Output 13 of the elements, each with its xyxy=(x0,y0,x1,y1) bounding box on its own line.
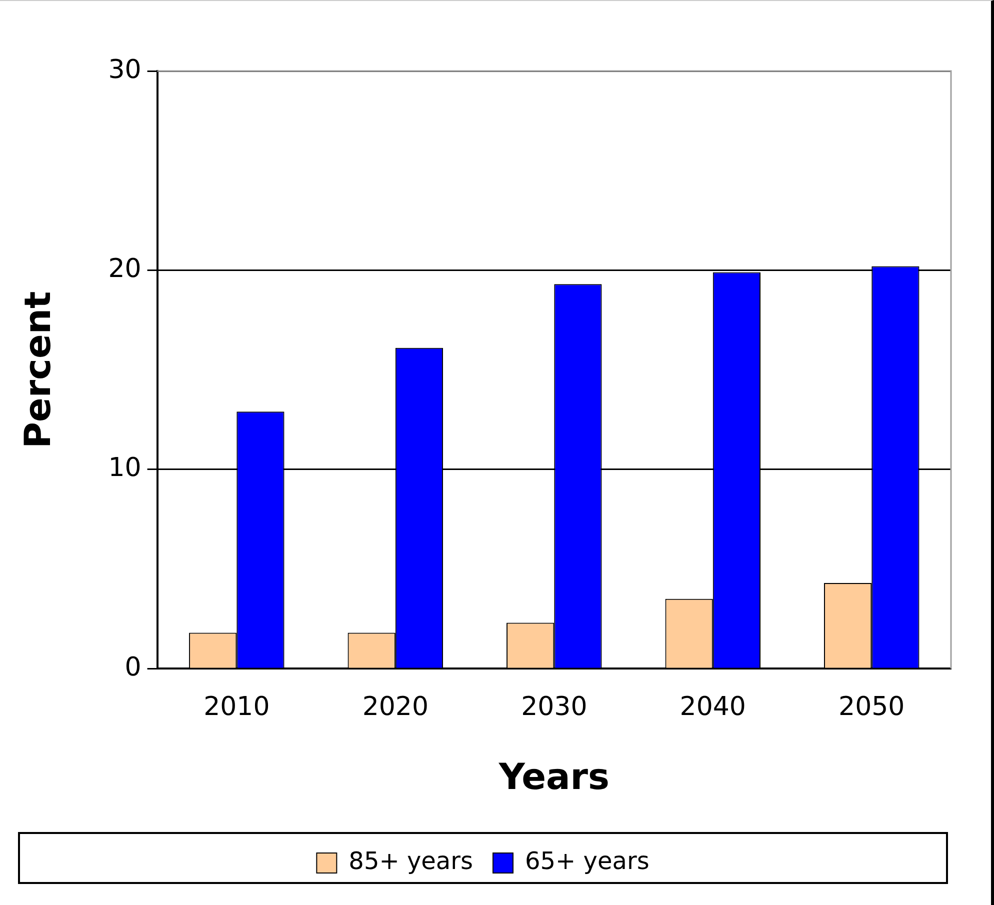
x-tick-label: 2050 xyxy=(838,692,905,722)
y-tick-label: 10 xyxy=(108,453,142,484)
y-tick-label: 0 xyxy=(124,652,142,682)
y-tick-label: 20 xyxy=(108,254,142,284)
legend-label: 85+ years xyxy=(348,847,474,876)
y-axis-title: Percent xyxy=(18,291,59,448)
x-tick-label: 2020 xyxy=(362,692,428,722)
legend-label: 65+ years xyxy=(525,847,650,876)
x-axis-title: Years xyxy=(498,756,610,798)
x-tick-label: 2030 xyxy=(521,692,588,722)
y-tick-label: 30 xyxy=(108,54,142,85)
x-tick-label: 2040 xyxy=(680,692,746,722)
x-tick-label: 2010 xyxy=(204,692,270,722)
